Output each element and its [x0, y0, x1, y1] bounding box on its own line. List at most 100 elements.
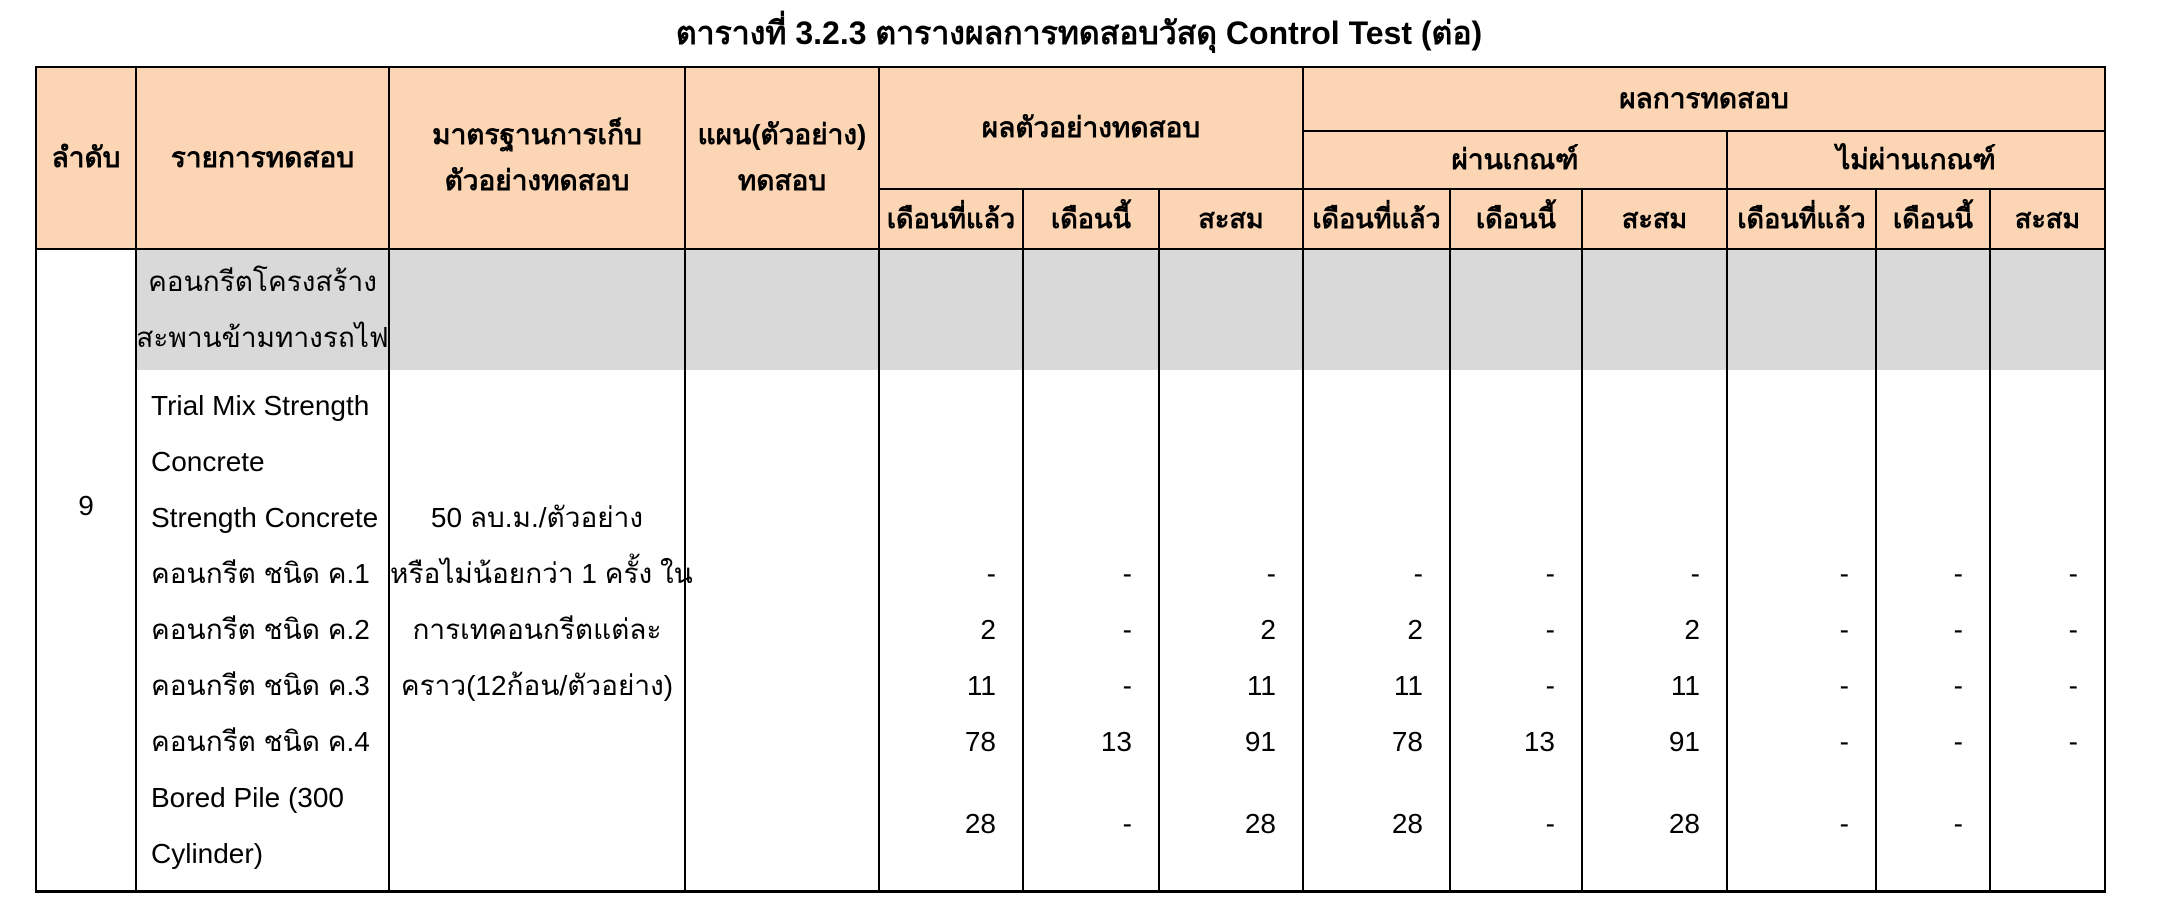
section-row-empty-cell — [1024, 250, 1160, 370]
value-cell: - — [986, 558, 996, 589]
value-cell: 91 — [1668, 726, 1700, 757]
header-sampling-standard: มาตรฐานการเก็บ ตัวอย่างทดสอบ — [390, 68, 686, 250]
header-test-plan: แผน(ตัวอย่าง) ทดสอบ — [686, 68, 880, 250]
value-cell: 28 — [1391, 808, 1423, 839]
value-cell: 13 — [1100, 726, 1132, 757]
spacer — [1877, 370, 1963, 546]
section-row-empty-cell — [1451, 250, 1583, 370]
value-cell: 2 — [1684, 614, 1700, 645]
value-cell: - — [1839, 614, 1849, 645]
spacer — [1991, 370, 2078, 546]
sampling-standard-text-line: หรือไม่น้อยกว่า 1 ครั้ง ใน — [390, 558, 693, 589]
value-cell: 28 — [1668, 808, 1700, 839]
value-cell — [1991, 796, 2078, 852]
spacer — [1304, 370, 1423, 546]
value-cell: - — [1122, 614, 1132, 645]
value-cell: - — [1839, 558, 1849, 589]
value-cell: - — [1953, 726, 1963, 757]
sampling-standard-text-line: 50 ลบ.ม./ตัวอย่าง — [430, 502, 644, 533]
pass-last-month-values: - 2 11 78 28 — [1304, 370, 1451, 890]
subheader-pass-this-month: เดือนนี้ — [1451, 190, 1583, 250]
test-item-line: Bored Pile (300 — [151, 782, 345, 813]
section-row-empty-cell — [1160, 250, 1304, 370]
section-row-empty-cell — [1728, 250, 1877, 370]
spacer — [1024, 370, 1132, 546]
subheader-fail-total: สะสม — [1991, 190, 2104, 250]
section-row-empty-cell — [1877, 250, 1991, 370]
section-row-empty-cell — [1991, 250, 2104, 370]
value-cell: - — [1839, 726, 1849, 757]
test-item-line: คอนกรีต ชนิด ค.4 — [151, 726, 370, 757]
header-group-pass: ผ่านเกณฑ์ — [1304, 132, 1728, 190]
subheader-fail-this-month: เดือนนี้ — [1877, 190, 1991, 250]
test-item-line: Cylinder) — [151, 838, 264, 869]
value-cell: 28 — [1244, 808, 1276, 839]
subheader-sample-this-month: เดือนนี้ — [1024, 190, 1160, 250]
section-title-line1: คอนกรีตโครงสร้าง — [148, 266, 377, 297]
value-cell: - — [1545, 808, 1555, 839]
value-cell: - — [1122, 558, 1132, 589]
value-cell: - — [1839, 670, 1849, 701]
fail-this-month-values: - - - - - — [1877, 370, 1991, 890]
control-test-table: ลำดับ รายการทดสอบ มาตรฐานการเก็บ ตัวอย่า… — [35, 66, 2106, 893]
test-item-line: Concrete — [151, 446, 265, 477]
value-cell: 78 — [1391, 726, 1423, 757]
value-cell: 13 — [1523, 726, 1555, 757]
value-cell: 2 — [980, 614, 996, 645]
value-cell: - — [1122, 808, 1132, 839]
subheader-sample-total: สะสม — [1160, 190, 1304, 250]
value-cell: - — [1839, 808, 1849, 839]
value-cell: - — [2068, 726, 2078, 757]
value-cell: - — [2068, 558, 2078, 589]
test-item-line: Strength Concrete — [151, 502, 379, 533]
fail-last-month-values: - - - - - — [1728, 370, 1877, 890]
spacer — [1583, 370, 1700, 546]
spacer — [1728, 370, 1849, 546]
value-cell: - — [2068, 670, 2078, 701]
header-test-item: รายการทดสอบ — [137, 68, 390, 250]
test-plan-cell — [686, 370, 880, 890]
test-item-line: คอนกรีต ชนิด ค.1 — [151, 558, 370, 589]
test-item-list: Trial Mix Strength Concrete Strength Con… — [137, 370, 390, 890]
section-row-empty-cell — [1304, 250, 1451, 370]
test-item-line: คอนกรีต ชนิด ค.3 — [151, 670, 370, 701]
fail-total-values: - - - - — [1991, 370, 2104, 890]
subheader-sample-last-month: เดือนที่แล้ว — [880, 190, 1024, 250]
sample-this-month-values: - - - 13 - — [1024, 370, 1160, 890]
section-row-empty-cell — [390, 250, 686, 370]
value-cell: 78 — [964, 726, 996, 757]
value-cell: - — [1953, 614, 1963, 645]
section-row-empty-cell — [1583, 250, 1728, 370]
section-row-empty-cell — [686, 250, 880, 370]
header-group-fail: ไม่ผ่านเกณฑ์ — [1728, 132, 2104, 190]
sample-last-month-values: - 2 11 78 28 — [880, 370, 1024, 890]
value-cell: - — [1953, 808, 1963, 839]
spacer — [880, 370, 996, 546]
section-row-empty-cell — [880, 250, 1024, 370]
value-cell: - — [1413, 558, 1423, 589]
section-row-item: คอนกรีตโครงสร้าง สะพานข้ามทางรถไฟ — [136, 250, 390, 370]
pass-this-month-values: - - - 13 - — [1451, 370, 1583, 890]
test-item-line: คอนกรีต ชนิด ค.2 — [151, 614, 370, 645]
table-title: ตารางที่ 3.2.3 ตารางผลการทดสอบวัสดุ Cont… — [675, 15, 1483, 51]
value-cell: - — [1953, 670, 1963, 701]
pass-total-values: - 2 11 91 28 — [1583, 370, 1728, 890]
value-cell: 91 — [1244, 726, 1276, 757]
section-title-line2: สะพานข้ามทางรถไฟ — [136, 322, 389, 353]
header-test-plan-line1: แผน(ตัวอย่าง) — [697, 119, 867, 150]
value-cell: - — [1690, 558, 1700, 589]
spacer — [1451, 370, 1555, 546]
sampling-standard-text: 50 ลบ.ม./ตัวอย่าง หรือไม่น้อยกว่า 1 ครั้… — [390, 490, 693, 714]
value-cell: - — [1122, 670, 1132, 701]
header-sampling-standard-line1: มาตรฐานการเก็บ — [432, 119, 642, 150]
header-sampling-standard-line2: ตัวอย่างทดสอบ — [444, 165, 630, 196]
subheader-fail-last-month: เดือนที่แล้ว — [1728, 190, 1877, 250]
value-cell: 11 — [1393, 670, 1423, 701]
subheader-pass-last-month: เดือนที่แล้ว — [1304, 190, 1451, 250]
value-cell: 11 — [1246, 670, 1276, 701]
header-test-plan-line2: ทดสอบ — [737, 165, 827, 196]
sample-total-values: - 2 11 91 28 — [1160, 370, 1304, 890]
value-cell: - — [1545, 614, 1555, 645]
value-cell: - — [1953, 558, 1963, 589]
sampling-standard-cell: 50 ลบ.ม./ตัวอย่าง หรือไม่น้อยกว่า 1 ครั้… — [390, 370, 693, 890]
